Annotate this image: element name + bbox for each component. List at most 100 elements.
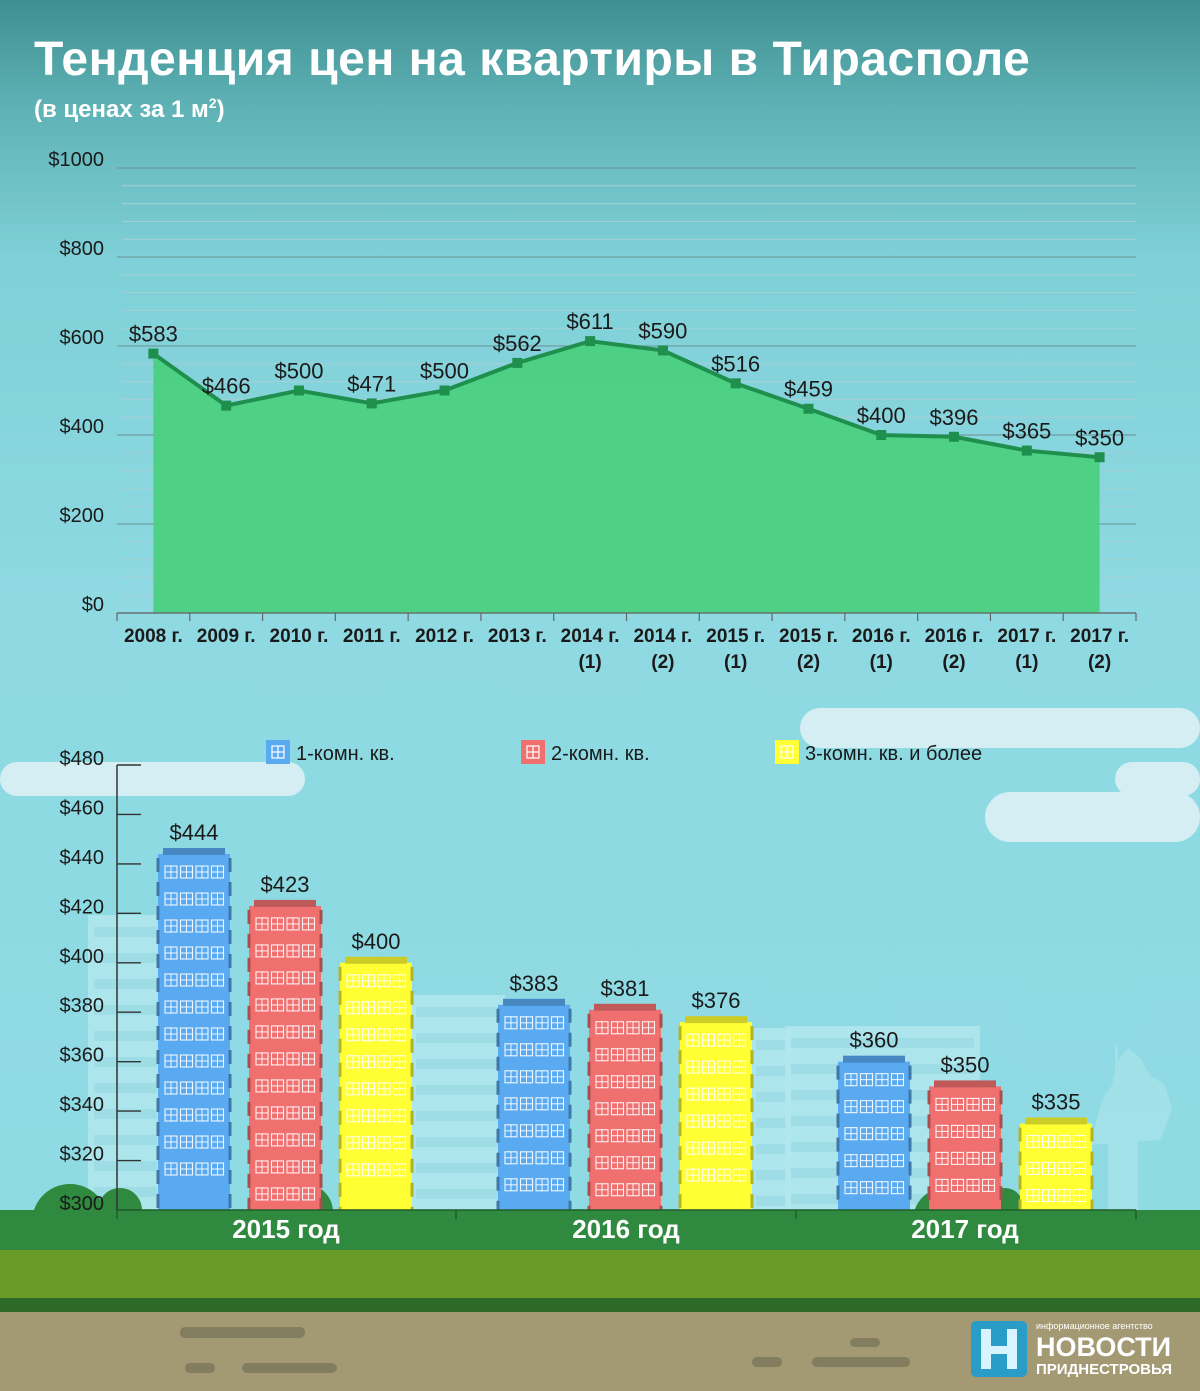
grass-strip — [0, 1210, 1200, 1250]
data-label: $365 — [1002, 419, 1051, 444]
building-window-row — [756, 1118, 786, 1128]
x-tick-label: 2014 г. — [633, 626, 692, 647]
data-point — [585, 336, 596, 347]
bar-roof — [1025, 1117, 1087, 1125]
data-label: $350 — [941, 1052, 990, 1077]
page-title: Тенденция цен на квартиры в Тирасполе — [34, 33, 1031, 86]
building-window-row — [416, 1085, 499, 1095]
x-tick-label: 2014 г. — [561, 626, 620, 647]
x-category-label: 2015 год — [232, 1214, 340, 1244]
grass-light-strip — [0, 1250, 1200, 1298]
building-window-row — [791, 1038, 974, 1048]
road-mark — [185, 1363, 215, 1373]
road-mark — [242, 1363, 337, 1373]
subtitle-end: ) — [216, 96, 225, 123]
data-point — [293, 385, 304, 396]
building-window-row — [756, 1066, 786, 1076]
data-point — [148, 348, 159, 359]
cloud-right-top — [800, 708, 1200, 748]
x-tick-sublabel: (2) — [651, 652, 674, 673]
x-tick-label: 2011 г. — [343, 626, 401, 647]
y-tick-label: $600 — [60, 327, 105, 349]
y-tick-label: $320 — [60, 1144, 105, 1166]
building-window-row — [416, 1059, 499, 1069]
data-label: $444 — [170, 820, 219, 845]
building-window-row — [416, 1033, 499, 1043]
building-window-row — [94, 979, 157, 989]
building-window-row — [416, 1189, 499, 1199]
cloud-right-small — [1115, 762, 1200, 796]
data-label: $459 — [784, 377, 833, 402]
building-window-row — [756, 1092, 786, 1102]
x-tick-label: 2008 г. — [124, 626, 183, 647]
monument-silhouette — [1090, 1045, 1172, 1210]
y-tick-label: $460 — [60, 797, 105, 819]
y-tick-label: $200 — [60, 505, 105, 527]
building-window-row — [756, 1040, 786, 1050]
bar — [1018, 1117, 1094, 1210]
legend-item: 3-комн. кв. и более — [775, 740, 982, 765]
grass-edge — [0, 1298, 1200, 1312]
monument-pedestal — [1108, 1140, 1138, 1210]
y-tick-label: $360 — [60, 1045, 105, 1067]
data-label: $376 — [692, 988, 741, 1013]
data-label: $466 — [202, 374, 251, 399]
data-label: $516 — [711, 351, 760, 376]
bar-roof — [685, 1016, 747, 1024]
building-body — [410, 995, 505, 1210]
data-label: $471 — [347, 371, 396, 396]
data-label: $400 — [857, 403, 906, 428]
building-window-row — [416, 1111, 499, 1121]
data-point — [439, 385, 450, 396]
legend-label: 1-комн. кв. — [296, 743, 395, 765]
data-point — [1094, 452, 1105, 463]
y-tick-label: $1000 — [48, 149, 104, 171]
y-tick-label: $380 — [60, 995, 105, 1017]
data-label: $590 — [638, 318, 687, 343]
y-tick-label: $400 — [60, 416, 105, 438]
logo-line-1: информационное агентство — [1036, 1321, 1153, 1331]
area-fill — [153, 341, 1100, 613]
legend-item: 1-комн. кв. — [266, 740, 395, 765]
bar-body — [1020, 1123, 1092, 1210]
x-tick-sublabel: (2) — [1088, 652, 1111, 673]
data-label: $500 — [274, 359, 323, 384]
data-label: $423 — [261, 872, 310, 897]
data-point — [221, 400, 232, 411]
logo-line-3: ПРИДНЕСТРОВЬЯ — [1036, 1361, 1172, 1378]
road-mark — [812, 1357, 910, 1367]
data-label: $562 — [493, 331, 542, 356]
logo: информационное агентствоНОВОСТИПРИДНЕСТР… — [971, 1321, 1172, 1378]
x-tick-label: 2013 г. — [488, 626, 547, 647]
x-tick-sublabel: (1) — [578, 652, 601, 673]
background-building-2 — [410, 995, 505, 1210]
bar — [836, 1055, 912, 1210]
x-tick-label: 2017 г. — [997, 626, 1056, 647]
bar — [678, 1016, 754, 1210]
y-tick-label: $400 — [60, 946, 105, 968]
x-tick-label: 2016 г. — [925, 626, 984, 647]
bar — [927, 1080, 1003, 1210]
data-label: $396 — [930, 405, 979, 430]
bar-body — [589, 1009, 661, 1210]
y-tick-label: $800 — [60, 238, 105, 260]
bar-roof — [594, 1003, 656, 1011]
bar-body — [680, 1022, 752, 1210]
x-tick-label: 2017 г. — [1070, 626, 1129, 647]
series-line — [152, 339, 1100, 460]
legend-item: 2-комн. кв. — [521, 740, 650, 765]
data-point — [949, 431, 960, 442]
building-window-row — [416, 1007, 499, 1017]
data-label: $360 — [850, 1028, 899, 1053]
cloud-left — [0, 762, 305, 796]
data-point — [512, 357, 523, 368]
line-chart: $583 $466 $500 $471 $500 $562 $611 $590 $516 $459… — [48, 149, 1137, 673]
data-point — [1021, 445, 1032, 456]
data-label: $383 — [510, 971, 559, 996]
building-window-row — [756, 1170, 786, 1180]
building-window-row — [94, 1161, 157, 1171]
bar-roof — [254, 899, 316, 907]
bar-roof — [163, 848, 225, 855]
